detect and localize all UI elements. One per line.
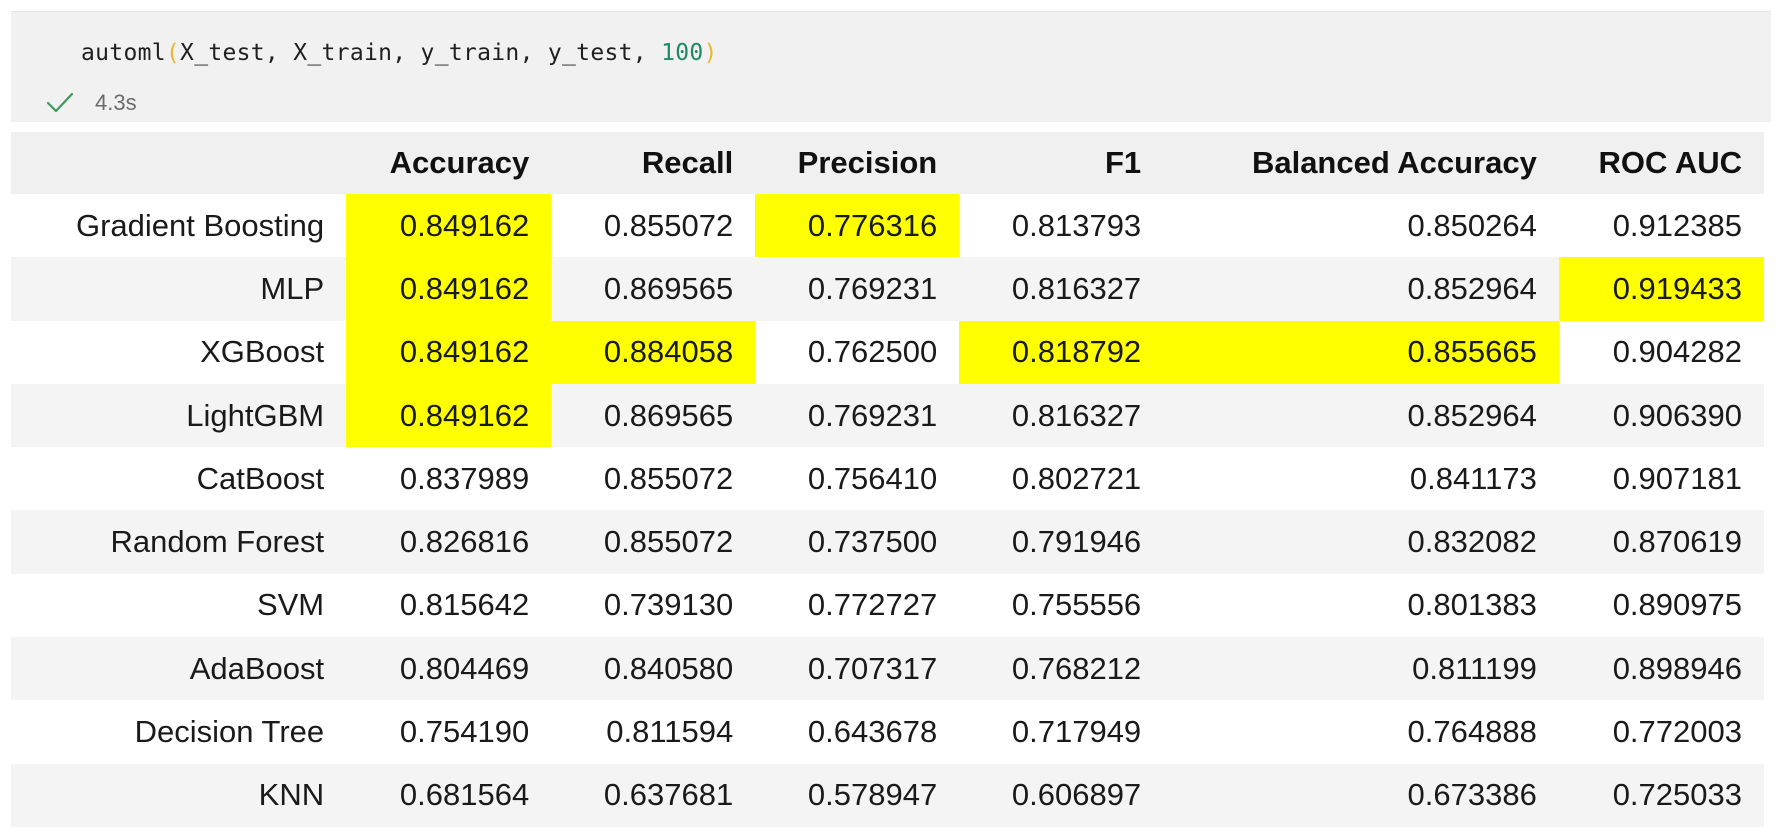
column-header: Precision (797, 145, 938, 180)
table-cell: 0.725033 (1612, 777, 1742, 813)
table-cell: 0.890975 (1612, 587, 1742, 623)
table-cell: 0.852964 (1407, 270, 1537, 306)
table-cell: 0.832082 (1407, 524, 1537, 560)
column-header: F1 (1105, 145, 1142, 180)
table-cell: 0.606897 (1011, 777, 1142, 813)
check-icon (45, 91, 75, 115)
table-cell: 0.754190 (399, 714, 530, 750)
column-header: Balanced Accuracy (1251, 145, 1537, 180)
table-cell: 0.673386 (1407, 777, 1537, 813)
table-row: Decision Tree 0.754190 0.811594 0.643678 0.7… (11, 700, 1764, 764)
highlighted-cell: 0.855665 (1163, 320, 1559, 384)
column-header: Accuracy (389, 145, 530, 180)
row-label: AdaBoost (189, 650, 325, 686)
table-cell: 0.813793 (1011, 207, 1142, 243)
table-cell: 0.811594 (606, 714, 734, 750)
execution-status: 4.3s (45, 90, 137, 116)
row-label: SVM (256, 587, 325, 623)
table-header-row: Accuracy Recall Precision F1 Balanced Ac… (11, 132, 1764, 194)
table-row: Random Forest 0.826816 0.855072 0.737500 0.7… (11, 510, 1764, 574)
table-cell: 0.637681 (603, 777, 734, 813)
header-corner (11, 132, 346, 194)
table-cell: 0.578947 (807, 777, 938, 813)
table-row: LightGBM 0.849162 0.869565 0.769231 0.816327… (11, 383, 1764, 448)
table-cell: 0.837989 (399, 460, 530, 496)
column-header: Recall (641, 145, 734, 180)
row-label: Random Forest (110, 524, 325, 560)
row-label: Gradient Boosting (75, 207, 325, 243)
table-cell: 0.791946 (1011, 524, 1142, 560)
table-cell: 0.852964 (1407, 397, 1537, 433)
table-cell: 0.737500 (807, 524, 938, 560)
table-cell: 0.826816 (399, 524, 530, 560)
table-cell: 0.855072 (603, 524, 734, 560)
table-cell: 0.855072 (603, 460, 734, 496)
highlighted-cell: 0.849162 (346, 194, 552, 258)
table-cell: 0.768212 (1011, 650, 1142, 686)
numeric-arg: 100 (661, 40, 704, 66)
table-cell: 0.811199 (1412, 650, 1537, 686)
table-cell: 0.707317 (807, 650, 938, 686)
table-cell: 0.762500 (807, 334, 938, 370)
table-cell: 0.850264 (1407, 207, 1537, 243)
table-cell: 0.912385 (1612, 207, 1742, 243)
table-row: KNN 0.681564 0.637681 0.578947 0.606897 0.673… (11, 763, 1764, 827)
table-cell: 0.772727 (807, 587, 938, 623)
column-header: ROC AUC (1598, 145, 1742, 180)
table-cell: 0.717949 (1011, 714, 1142, 750)
table-row: CatBoost 0.837989 0.855072 0.756410 0.802721… (11, 447, 1764, 511)
highlighted-cell: 0.919433 (1558, 257, 1764, 321)
table-cell: 0.769231 (807, 270, 938, 306)
highlighted-cell: 0.849162 (346, 257, 552, 321)
table-row: MLP 0.849162 0.869565 0.769231 0.816327 0.852… (11, 257, 1764, 321)
highlighted-cell: 0.776316 (755, 194, 960, 258)
table-cell: 0.739130 (603, 587, 734, 623)
table-cell: 0.801383 (1407, 587, 1537, 623)
table-row: Gradient Boosting 0.849162 0.855072 0.77631… (11, 194, 1764, 258)
results-table: Accuracy Recall Precision F1 Balanced Ac… (11, 132, 1764, 827)
row-label: XGBoost (200, 334, 325, 370)
table-cell: 0.816327 (1011, 397, 1142, 433)
table-cell: 0.906390 (1612, 397, 1742, 433)
table-cell: 0.804469 (399, 650, 530, 686)
row-label: KNN (258, 777, 325, 813)
notebook-code-cell[interactable]: automl(X_test, X_train, y_train, y_test,… (11, 11, 1771, 122)
table-cell: 0.756410 (807, 460, 938, 496)
table-cell: 0.769231 (807, 397, 938, 433)
execution-time: 4.3s (95, 90, 137, 115)
table-cell: 0.772003 (1612, 714, 1742, 750)
table-cell: 0.869565 (603, 397, 734, 433)
highlighted-cell: 0.818792 (959, 320, 1164, 384)
table-cell: 0.840580 (603, 650, 734, 686)
table-cell: 0.681564 (399, 777, 530, 813)
open-paren: ( (165, 40, 181, 66)
highlighted-cell: 0.884058 (551, 320, 756, 384)
table-cell: 0.841173 (1409, 460, 1537, 496)
table-cell: 0.904282 (1612, 334, 1742, 370)
table-cell: 0.898946 (1612, 650, 1742, 686)
row-label: CatBoost (196, 460, 325, 496)
table-cell: 0.816327 (1011, 270, 1142, 306)
table-row: SVM 0.815642 0.739130 0.772727 0.755556 0.801… (11, 573, 1764, 638)
table-cell: 0.855072 (603, 207, 734, 243)
function-args: X_test, X_train, y_train, y_test, (180, 40, 662, 66)
highlighted-cell: 0.849162 (346, 383, 552, 448)
close-paren: ) (703, 40, 718, 66)
table-row: XGBoost 0.849162 0.884058 0.762500 0.818792 0… (11, 320, 1764, 384)
function-name: automl (81, 40, 166, 66)
table-cell: 0.869565 (603, 270, 734, 306)
highlighted-cell: 0.849162 (346, 320, 552, 384)
row-label: LightGBM (186, 397, 325, 433)
table-cell: 0.815642 (399, 587, 530, 623)
table-cell: 0.643678 (807, 714, 938, 750)
table-cell: 0.802721 (1011, 460, 1142, 496)
row-label: MLP (260, 270, 325, 306)
row-label: Decision Tree (134, 714, 325, 750)
table-cell: 0.907181 (1612, 460, 1742, 496)
table-row: AdaBoost 0.804469 0.840580 0.707317 0.768212… (11, 637, 1764, 701)
table-cell: 0.870619 (1612, 524, 1742, 560)
table-cell: 0.755556 (1011, 587, 1142, 623)
table-cell: 0.764888 (1407, 714, 1537, 750)
code-line[interactable]: automl(X_test, X_train, y_train, y_test,… (81, 40, 718, 66)
